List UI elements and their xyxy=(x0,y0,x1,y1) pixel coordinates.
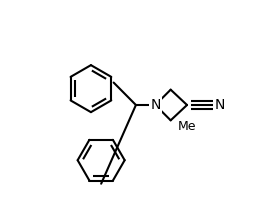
Text: N: N xyxy=(214,98,225,112)
Text: N: N xyxy=(150,98,160,112)
Text: Me: Me xyxy=(178,120,196,133)
